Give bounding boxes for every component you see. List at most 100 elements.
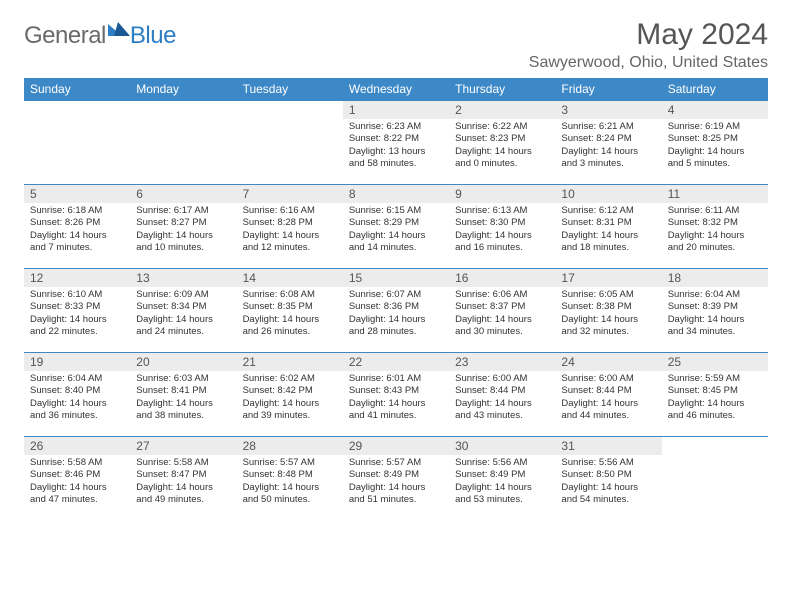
calendar-day-cell: 13Sunrise: 6:09 AMSunset: 8:34 PMDayligh… <box>130 269 236 353</box>
calendar-day-cell: 9Sunrise: 6:13 AMSunset: 8:30 PMDaylight… <box>449 185 555 269</box>
sunset-text: Sunset: 8:35 PM <box>243 301 337 313</box>
daylight-text: Daylight: 14 hours and 36 minutes. <box>30 398 124 423</box>
day-details: Sunrise: 6:13 AMSunset: 8:30 PMDaylight:… <box>449 203 555 258</box>
weekday-header: Friday <box>555 78 661 101</box>
calendar-day-cell: 29Sunrise: 5:57 AMSunset: 8:49 PMDayligh… <box>343 437 449 521</box>
day-details: Sunrise: 5:57 AMSunset: 8:48 PMDaylight:… <box>237 455 343 510</box>
day-number: 23 <box>449 353 555 371</box>
logo-text-general: General <box>24 22 106 50</box>
calendar-day-cell: 10Sunrise: 6:12 AMSunset: 8:31 PMDayligh… <box>555 185 661 269</box>
calendar-day-cell: 5Sunrise: 6:18 AMSunset: 8:26 PMDaylight… <box>24 185 130 269</box>
day-details: Sunrise: 6:00 AMSunset: 8:44 PMDaylight:… <box>555 371 661 426</box>
day-number: 3 <box>555 101 661 119</box>
calendar-day-cell: 6Sunrise: 6:17 AMSunset: 8:27 PMDaylight… <box>130 185 236 269</box>
sunrise-text: Sunrise: 6:12 AM <box>561 205 655 217</box>
sunrise-text: Sunrise: 5:57 AM <box>349 457 443 469</box>
daylight-text: Daylight: 14 hours and 7 minutes. <box>30 230 124 255</box>
day-number: 20 <box>130 353 236 371</box>
calendar-day-cell: 18Sunrise: 6:04 AMSunset: 8:39 PMDayligh… <box>662 269 768 353</box>
sunrise-text: Sunrise: 6:15 AM <box>349 205 443 217</box>
sunset-text: Sunset: 8:26 PM <box>30 217 124 229</box>
calendar-day-cell: 16Sunrise: 6:06 AMSunset: 8:37 PMDayligh… <box>449 269 555 353</box>
calendar-day-cell: 24Sunrise: 6:00 AMSunset: 8:44 PMDayligh… <box>555 353 661 437</box>
weekday-header: Monday <box>130 78 236 101</box>
daylight-text: Daylight: 13 hours and 58 minutes. <box>349 146 443 171</box>
calendar-day-cell: 1Sunrise: 6:23 AMSunset: 8:22 PMDaylight… <box>343 101 449 185</box>
day-number: 25 <box>662 353 768 371</box>
calendar-day-cell: 23Sunrise: 6:00 AMSunset: 8:44 PMDayligh… <box>449 353 555 437</box>
sunset-text: Sunset: 8:39 PM <box>668 301 762 313</box>
daylight-text: Daylight: 14 hours and 50 minutes. <box>243 482 337 507</box>
day-details: Sunrise: 6:11 AMSunset: 8:32 PMDaylight:… <box>662 203 768 258</box>
sunrise-text: Sunrise: 6:00 AM <box>561 373 655 385</box>
day-number: 22 <box>343 353 449 371</box>
daylight-text: Daylight: 14 hours and 0 minutes. <box>455 146 549 171</box>
sunset-text: Sunset: 8:25 PM <box>668 133 762 145</box>
sunrise-text: Sunrise: 6:23 AM <box>349 121 443 133</box>
sunset-text: Sunset: 8:40 PM <box>30 385 124 397</box>
day-details: Sunrise: 6:00 AMSunset: 8:44 PMDaylight:… <box>449 371 555 426</box>
daylight-text: Daylight: 14 hours and 5 minutes. <box>668 146 762 171</box>
daylight-text: Daylight: 14 hours and 32 minutes. <box>561 314 655 339</box>
day-number: 31 <box>555 437 661 455</box>
daylight-text: Daylight: 14 hours and 53 minutes. <box>455 482 549 507</box>
sunset-text: Sunset: 8:49 PM <box>349 469 443 481</box>
calendar-week-row: 1Sunrise: 6:23 AMSunset: 8:22 PMDaylight… <box>24 101 768 185</box>
day-number: 14 <box>237 269 343 287</box>
sunrise-text: Sunrise: 6:21 AM <box>561 121 655 133</box>
sunrise-text: Sunrise: 5:56 AM <box>561 457 655 469</box>
day-number: 1 <box>343 101 449 119</box>
day-details: Sunrise: 6:09 AMSunset: 8:34 PMDaylight:… <box>130 287 236 342</box>
daylight-text: Daylight: 14 hours and 18 minutes. <box>561 230 655 255</box>
sunrise-text: Sunrise: 6:22 AM <box>455 121 549 133</box>
weekday-header: Wednesday <box>343 78 449 101</box>
calendar-day-cell: 8Sunrise: 6:15 AMSunset: 8:29 PMDaylight… <box>343 185 449 269</box>
calendar-day-cell: 2Sunrise: 6:22 AMSunset: 8:23 PMDaylight… <box>449 101 555 185</box>
sunset-text: Sunset: 8:34 PM <box>136 301 230 313</box>
logo: General Blue <box>24 20 176 51</box>
calendar-week-row: 5Sunrise: 6:18 AMSunset: 8:26 PMDaylight… <box>24 185 768 269</box>
day-number: 7 <box>237 185 343 203</box>
calendar-day-cell: 4Sunrise: 6:19 AMSunset: 8:25 PMDaylight… <box>662 101 768 185</box>
day-details: Sunrise: 6:18 AMSunset: 8:26 PMDaylight:… <box>24 203 130 258</box>
calendar-day-cell: 15Sunrise: 6:07 AMSunset: 8:36 PMDayligh… <box>343 269 449 353</box>
calendar-day-cell: 27Sunrise: 5:58 AMSunset: 8:47 PMDayligh… <box>130 437 236 521</box>
weekday-header: Sunday <box>24 78 130 101</box>
day-number: 17 <box>555 269 661 287</box>
daylight-text: Daylight: 14 hours and 46 minutes. <box>668 398 762 423</box>
daylight-text: Daylight: 14 hours and 30 minutes. <box>455 314 549 339</box>
day-details: Sunrise: 6:21 AMSunset: 8:24 PMDaylight:… <box>555 119 661 174</box>
daylight-text: Daylight: 14 hours and 43 minutes. <box>455 398 549 423</box>
calendar-day-cell <box>130 101 236 185</box>
day-details: Sunrise: 5:59 AMSunset: 8:45 PMDaylight:… <box>662 371 768 426</box>
day-number: 16 <box>449 269 555 287</box>
day-details: Sunrise: 6:17 AMSunset: 8:27 PMDaylight:… <box>130 203 236 258</box>
sunset-text: Sunset: 8:23 PM <box>455 133 549 145</box>
calendar-day-cell: 11Sunrise: 6:11 AMSunset: 8:32 PMDayligh… <box>662 185 768 269</box>
day-details: Sunrise: 6:05 AMSunset: 8:38 PMDaylight:… <box>555 287 661 342</box>
calendar-day-cell: 31Sunrise: 5:56 AMSunset: 8:50 PMDayligh… <box>555 437 661 521</box>
day-number: 18 <box>662 269 768 287</box>
sunset-text: Sunset: 8:45 PM <box>668 385 762 397</box>
sunrise-text: Sunrise: 6:10 AM <box>30 289 124 301</box>
day-number: 26 <box>24 437 130 455</box>
sunset-text: Sunset: 8:31 PM <box>561 217 655 229</box>
day-details: Sunrise: 5:56 AMSunset: 8:50 PMDaylight:… <box>555 455 661 510</box>
sunrise-text: Sunrise: 6:02 AM <box>243 373 337 385</box>
sunrise-text: Sunrise: 6:04 AM <box>30 373 124 385</box>
day-number: 21 <box>237 353 343 371</box>
day-details: Sunrise: 6:19 AMSunset: 8:25 PMDaylight:… <box>662 119 768 174</box>
daylight-text: Daylight: 14 hours and 26 minutes. <box>243 314 337 339</box>
calendar-day-cell: 20Sunrise: 6:03 AMSunset: 8:41 PMDayligh… <box>130 353 236 437</box>
calendar-day-cell: 28Sunrise: 5:57 AMSunset: 8:48 PMDayligh… <box>237 437 343 521</box>
sunrise-text: Sunrise: 5:58 AM <box>136 457 230 469</box>
sunrise-text: Sunrise: 6:01 AM <box>349 373 443 385</box>
sunrise-text: Sunrise: 6:03 AM <box>136 373 230 385</box>
sunrise-text: Sunrise: 5:59 AM <box>668 373 762 385</box>
sunset-text: Sunset: 8:49 PM <box>455 469 549 481</box>
sunset-text: Sunset: 8:38 PM <box>561 301 655 313</box>
calendar-day-cell: 3Sunrise: 6:21 AMSunset: 8:24 PMDaylight… <box>555 101 661 185</box>
sunrise-text: Sunrise: 6:17 AM <box>136 205 230 217</box>
sunrise-text: Sunrise: 6:00 AM <box>455 373 549 385</box>
sunrise-text: Sunrise: 5:57 AM <box>243 457 337 469</box>
